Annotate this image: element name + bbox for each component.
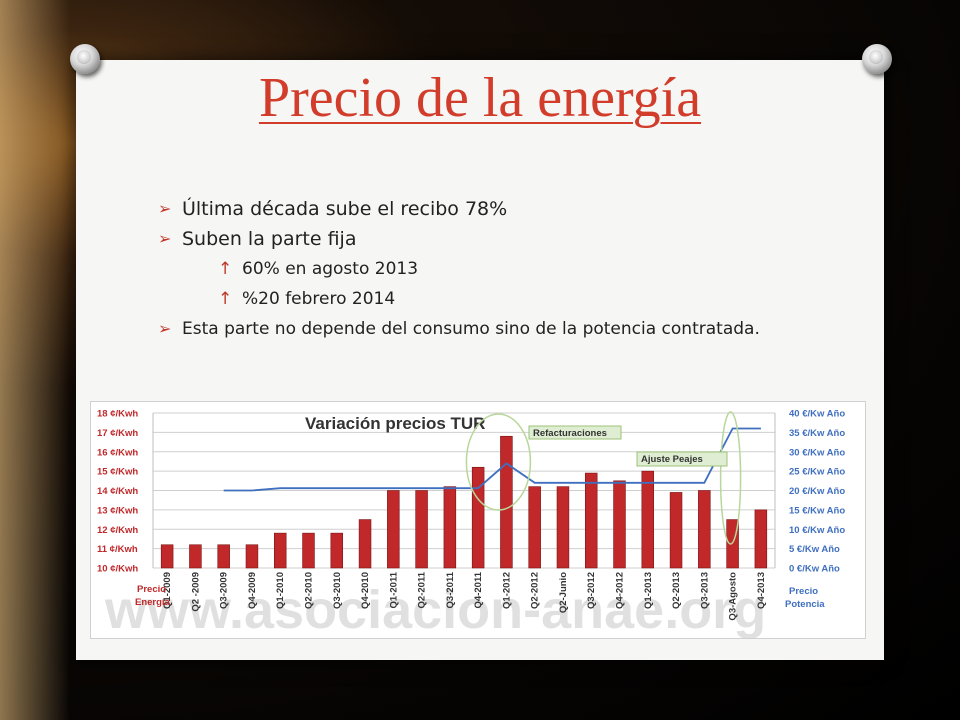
- bar: [330, 532, 344, 569]
- annotation-label: Ajuste Peajes: [641, 454, 703, 465]
- bar: [613, 480, 626, 569]
- slide-title: Precio de la energía: [258, 67, 702, 129]
- up-arrow-icon: ↑: [218, 259, 233, 279]
- x-tick-label: Q1-2013: [643, 572, 654, 609]
- bullet-text: 60% en agosto 2013: [242, 259, 419, 279]
- x-tick-label: Q3-2012: [586, 572, 597, 609]
- bar: [415, 490, 428, 569]
- bar: [698, 490, 711, 569]
- y-left-tick-label: 18 ¢/Kwh: [97, 409, 138, 420]
- bar: [387, 490, 400, 569]
- pin-right-icon: [862, 44, 892, 74]
- y-right-tick-label: 20 €/Kw Año: [789, 486, 845, 497]
- bar: [160, 544, 174, 569]
- callout-box: [528, 425, 622, 440]
- bar: [528, 486, 541, 569]
- x-tick-label: Q2-2013: [671, 572, 682, 609]
- x-tick-label: Q2-2012: [530, 572, 541, 609]
- bar: [443, 486, 457, 569]
- chart-container: www.asociacion-anae.org 10 ¢/Kwh 0 €/Kw Añ…: [90, 401, 866, 639]
- y-left-tick-label: 11 ¢/Kwh: [97, 544, 138, 555]
- highlight-ellipse: [719, 411, 742, 545]
- y-right-tick-label: 5 €/Kw Año: [789, 544, 840, 555]
- arrow-bullet-icon: ➢: [158, 229, 172, 248]
- tur-price-chart: www.asociacion-anae.org 10 ¢/Kwh 0 €/Kw Añ…: [97, 409, 845, 639]
- y-left-tick-label: 12 ¢/Kwh: [97, 525, 138, 536]
- annotation-label: Refacturaciones: [533, 428, 607, 439]
- y-left-tick-label: 13 ¢/Kwh: [97, 505, 138, 516]
- bar: [217, 544, 230, 569]
- x-tick-label: Q1-2010: [275, 572, 286, 609]
- x-tick-label: Q1-2011: [388, 571, 399, 608]
- potencia-line: [223, 427, 761, 492]
- x-tick-label: Q4-2012: [615, 572, 626, 609]
- bullet-item: ➢ Última década sube el recibo 78%: [158, 194, 818, 224]
- bullet-item: ➢ Esta parte no depende del consumo sino…: [158, 314, 818, 344]
- y-right-tick-label: 35 €/Kw Año: [789, 428, 845, 439]
- watermark-text: www.asociacion-anae.org: [104, 580, 766, 638]
- x-tick-label: Q2-2010: [304, 572, 315, 609]
- x-tick-label: Q4-2013: [756, 572, 767, 609]
- bar: [754, 509, 768, 569]
- bullet-text: Esta parte no depende del consumo sino d…: [182, 319, 760, 339]
- bullet-list: ➢ Última década sube el recibo 78% ➢ Sub…: [158, 194, 818, 344]
- bar: [500, 435, 513, 569]
- y-right-tick-label: 25 €/Kw Año: [789, 467, 845, 478]
- up-arrow-icon: ↑: [218, 289, 233, 309]
- bullet-text: Suben la parte fija: [182, 228, 357, 250]
- y-right-axis-title: Precio: [789, 586, 818, 597]
- arrow-bullet-icon: ➢: [158, 199, 172, 218]
- bar: [245, 544, 259, 569]
- bullet-text: Última década sube el recibo 78%: [182, 198, 508, 220]
- x-tick-label: Q4-2009: [247, 572, 258, 609]
- y-left-axis-title: Precio: [137, 584, 166, 595]
- candle-glow: [0, 0, 70, 720]
- x-tick-label: Q1-2012: [501, 572, 512, 609]
- bar: [556, 486, 570, 569]
- x-tick-label: Q3-Agosto: [728, 572, 739, 621]
- y-left-tick-label: 14 ¢/Kwh: [97, 486, 138, 497]
- y-right-tick-label: 30 €/Kw Año: [789, 447, 845, 458]
- y-right-tick-label: 10 €/Kw Año: [789, 525, 845, 536]
- callout-box: [636, 451, 728, 467]
- bar: [189, 544, 202, 569]
- sub-bullet-item: ↑ 60% en agosto 2013: [158, 254, 818, 284]
- highlight-ellipse: [465, 413, 532, 511]
- bar: [584, 472, 598, 569]
- y-left-axis-title: Energía: [135, 597, 171, 608]
- y-right-tick-label: 0 €/Kw Año: [789, 564, 840, 575]
- bullet-text: %20 febrero 2014: [242, 289, 396, 309]
- y-left-tick-label: 15 ¢/Kwh: [97, 467, 138, 478]
- pin-left-icon: [70, 44, 100, 74]
- y-right-tick-label: 40 €/Kw Año: [789, 409, 845, 420]
- x-tick-label: Q4-2010: [360, 572, 371, 609]
- bullet-item: ➢ Suben la parte fija: [158, 224, 818, 254]
- x-tick-label: Q3-2009: [219, 572, 230, 609]
- x-tick-label: Q1-2009: [162, 572, 173, 609]
- x-tick-label: Q2-Junio: [558, 572, 569, 613]
- bar: [273, 532, 287, 569]
- x-tick-label: Q4-2011: [473, 571, 484, 608]
- x-tick-label: Q3-2010: [332, 572, 343, 609]
- y-right-axis-title: Potencia: [785, 599, 825, 610]
- bar: [641, 470, 655, 569]
- y-left-tick-label: 10 ¢/Kwh: [97, 564, 138, 575]
- chart-title: Variación precios TUR: [305, 414, 485, 433]
- y-left-tick-label: 16 ¢/Kwh: [97, 447, 138, 458]
- bar: [471, 466, 485, 569]
- x-tick-label: Q2 -2009: [190, 572, 201, 612]
- bar: [302, 532, 315, 569]
- bar: [358, 519, 372, 569]
- x-tick-label: Q2-2011: [417, 571, 428, 608]
- sub-bullet-item: ↑ %20 febrero 2014: [158, 284, 818, 314]
- y-left-tick-label: 17 ¢/Kwh: [97, 428, 138, 439]
- x-tick-label: Q3-2011: [445, 571, 456, 608]
- x-tick-label: Q3-2013: [699, 572, 710, 609]
- bar: [669, 492, 683, 569]
- arrow-bullet-icon: ➢: [158, 319, 172, 338]
- y-right-tick-label: 15 €/Kw Año: [789, 505, 845, 516]
